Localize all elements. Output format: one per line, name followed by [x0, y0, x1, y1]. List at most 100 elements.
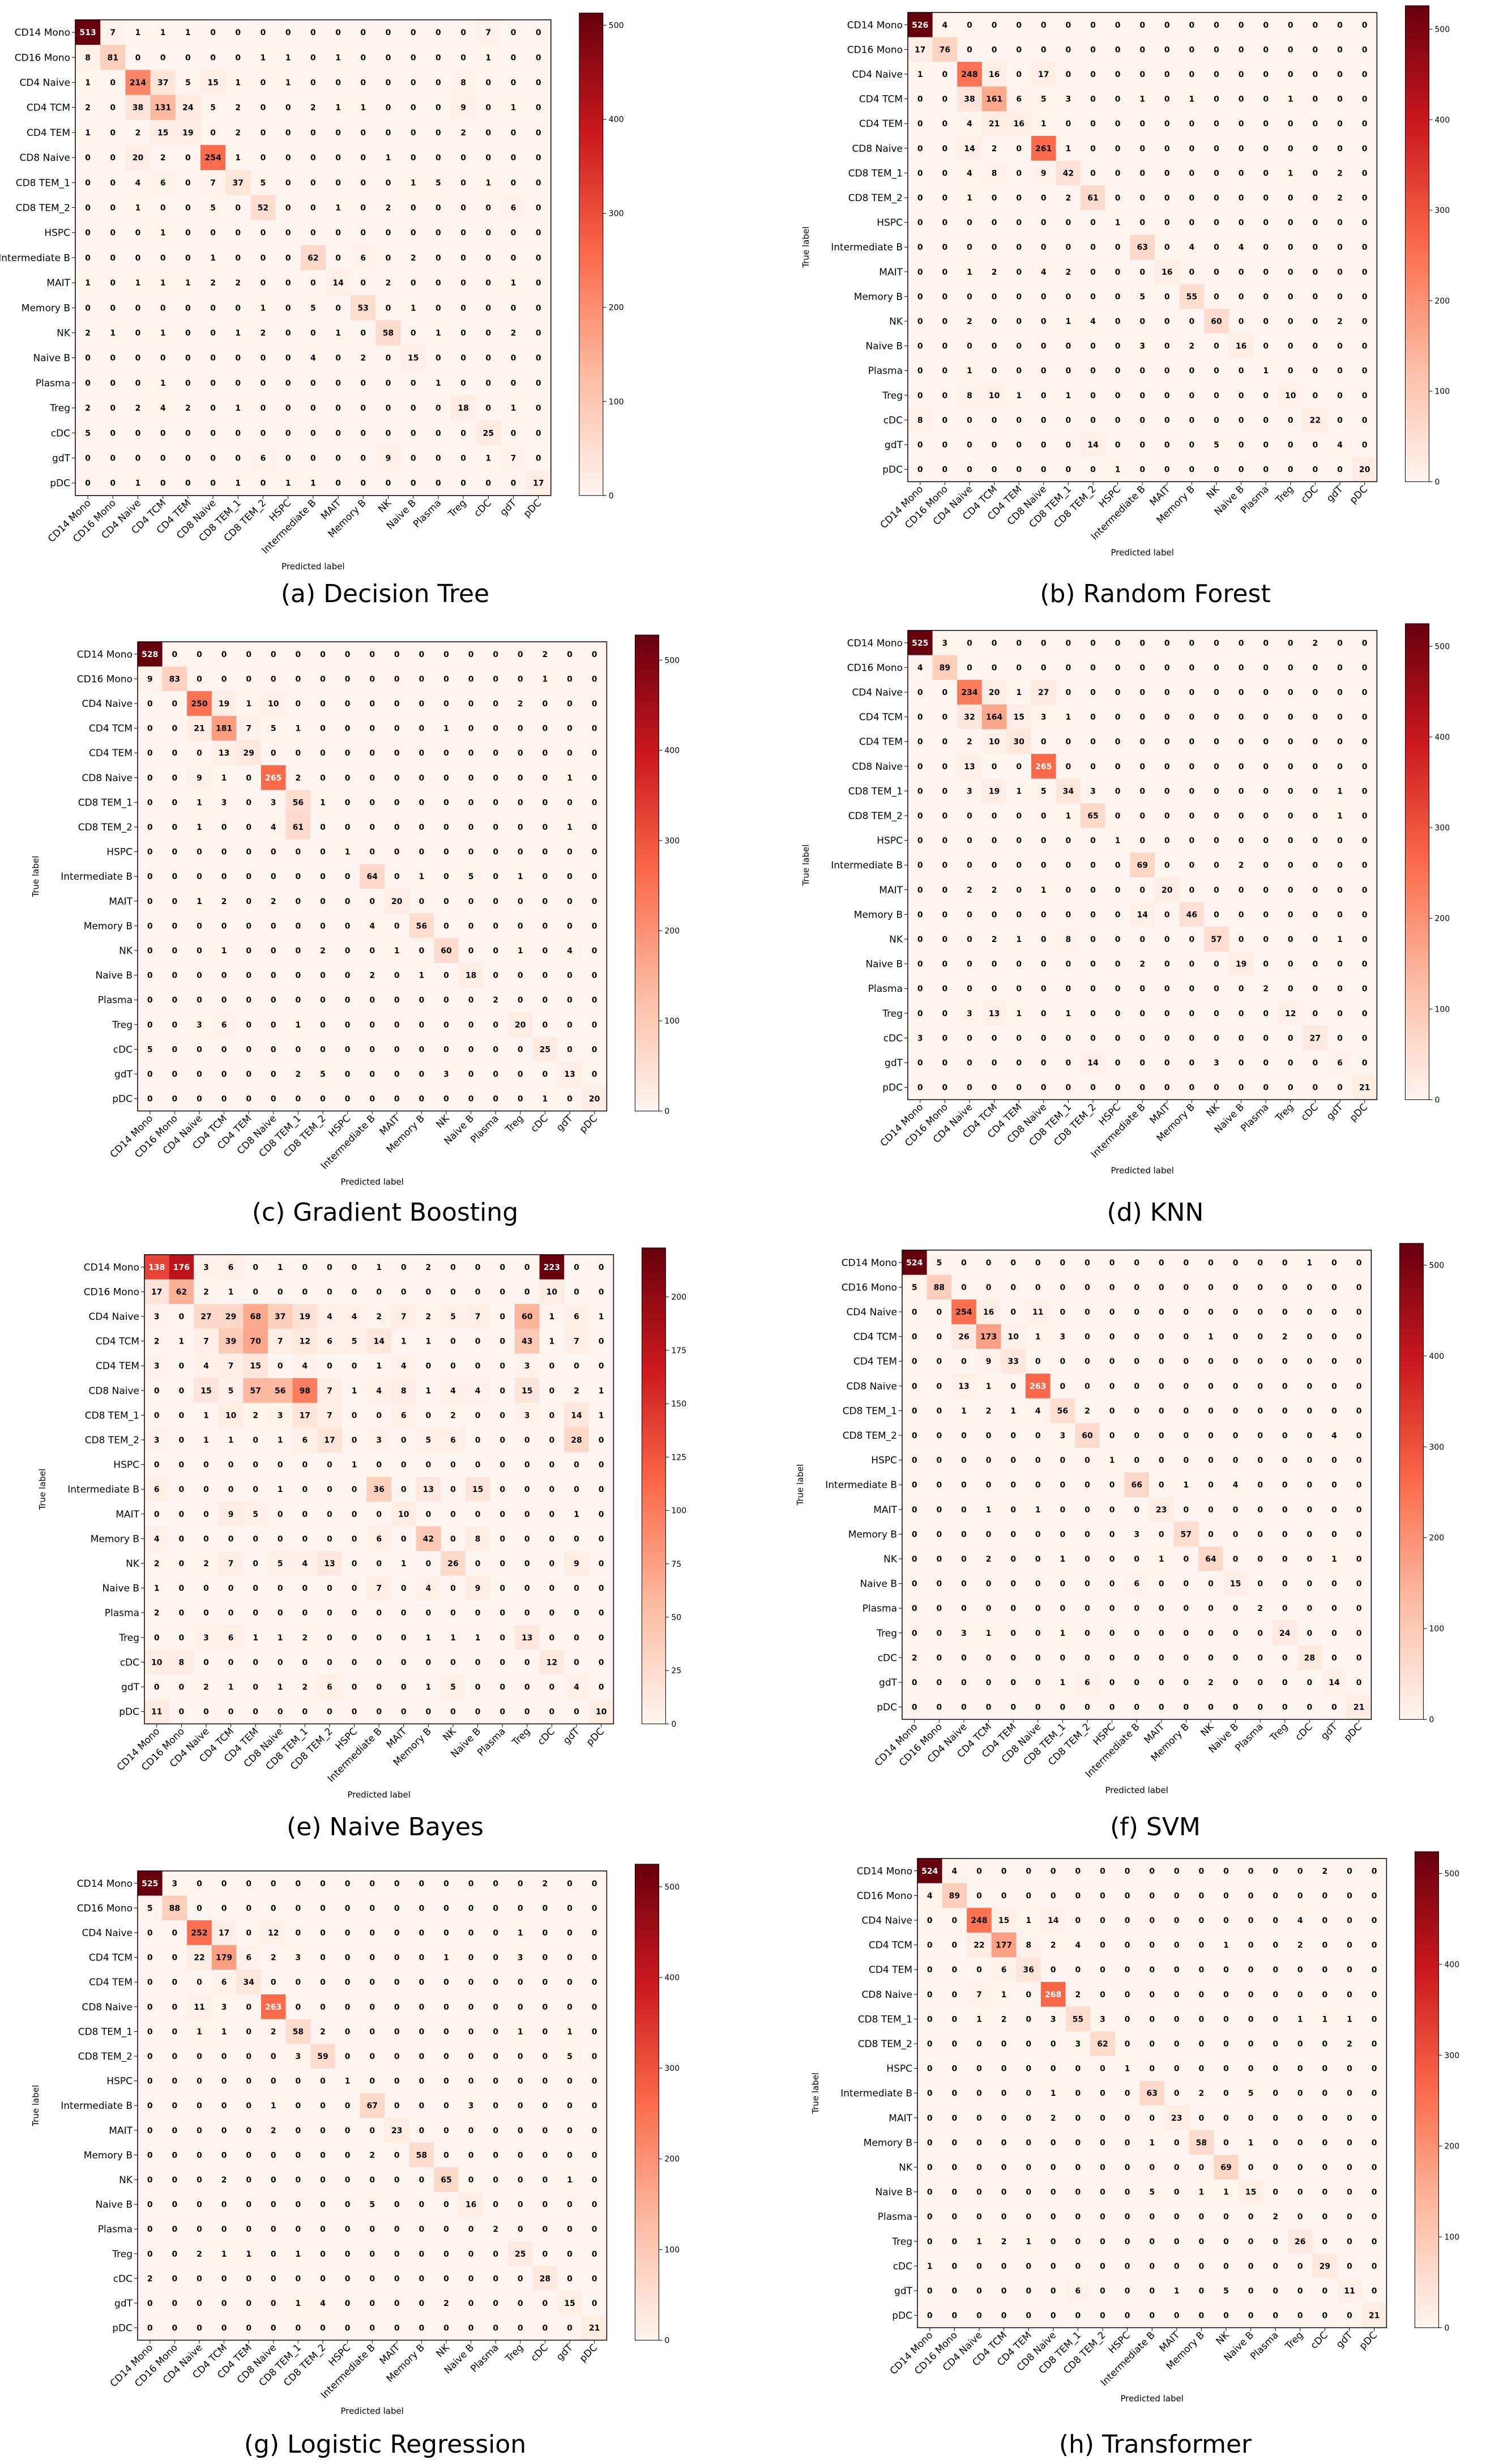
cell-value: 181 — [216, 724, 232, 734]
cell-value: 0 — [320, 724, 326, 734]
cell-value: 0 — [992, 342, 997, 351]
cell-value: 0 — [967, 812, 972, 821]
matrix-cell — [526, 445, 552, 471]
cell-value: 16 — [1162, 268, 1172, 277]
cell-value: 0 — [1337, 861, 1343, 870]
cell-value: 1 — [285, 79, 291, 88]
matrix-cell — [400, 270, 426, 296]
cell-value: 0 — [386, 104, 391, 113]
matrix-cell — [75, 270, 101, 296]
cell-value: 0 — [1164, 935, 1170, 944]
cell-value: 0 — [253, 1436, 258, 1445]
cell-value: 4 — [369, 922, 375, 931]
cell-value: 2 — [253, 1411, 258, 1420]
cell-value: 0 — [394, 922, 400, 931]
cell-value: 0 — [1337, 837, 1343, 846]
cell-value: 0 — [1307, 1481, 1313, 1490]
cell-value: 0 — [320, 922, 326, 931]
cell-value: 0 — [1066, 466, 1071, 475]
cell-value: 0 — [1060, 1604, 1066, 1613]
cell-value: 0 — [986, 1530, 992, 1539]
cell-value: 0 — [1313, 120, 1318, 129]
matrix-cell — [175, 420, 201, 446]
cell-value: 0 — [493, 774, 498, 783]
cell-value: 0 — [1115, 738, 1121, 747]
cell-value: 6 — [511, 204, 516, 213]
cell-value: 0 — [1066, 366, 1071, 376]
cell-value: 0 — [147, 897, 153, 906]
cell-value: 0 — [1066, 1034, 1071, 1043]
cell-value: 88 — [934, 1283, 945, 1292]
cell-value: 0 — [475, 1683, 481, 1692]
colorbar-tick-label: 300 — [1434, 824, 1450, 833]
cell-value: 0 — [1282, 1406, 1288, 1416]
cell-value: 0 — [110, 204, 116, 213]
cell-value: 0 — [1016, 1059, 1022, 1068]
cell-value: 0 — [335, 154, 341, 163]
cell-value: 0 — [1066, 984, 1071, 994]
matrix-cell — [375, 95, 402, 121]
matrix-cell — [451, 45, 476, 70]
matrix-cell — [125, 95, 151, 121]
cell-value: 0 — [360, 279, 366, 288]
cell-value: 0 — [352, 1288, 357, 1297]
matrix-cell — [425, 170, 451, 195]
cell-value: 0 — [277, 1510, 283, 1519]
cell-value: 0 — [1362, 762, 1368, 771]
cell-value: 0 — [401, 1534, 407, 1544]
cell-value: 0 — [411, 53, 416, 62]
matrix-cell — [451, 270, 476, 296]
y-tick-label: pDC — [882, 1082, 903, 1094]
cell-value: 0 — [468, 947, 474, 956]
cell-value: 0 — [435, 53, 441, 62]
cell-value: 0 — [1362, 243, 1368, 252]
matrix-cell — [351, 45, 376, 70]
cell-value: 38 — [964, 95, 975, 104]
cell-value: 0 — [1288, 713, 1293, 722]
cell-value: 0 — [1060, 1308, 1066, 1317]
cell-value: 0 — [485, 379, 491, 388]
cell-value: 0 — [1331, 1406, 1337, 1416]
matrix-cell — [351, 220, 376, 246]
cell-value: 4 — [352, 1312, 357, 1321]
cell-value: 0 — [1189, 688, 1195, 697]
cell-value: 0 — [1139, 219, 1145, 228]
confusion-matrix-panel: 524 5 0 0 0 0 0 0 0 0 0 0 0 0 0 0 1 0 05 88 0 0 0 0 0 0 0 0 0 0 0 0 0 0 0 0… — [795, 1243, 1444, 1841]
cell-value: 1 — [352, 1387, 357, 1396]
matrix-cell — [250, 420, 276, 446]
cell-value: 0 — [185, 53, 191, 62]
cell-value: 0 — [1115, 787, 1121, 796]
cell-value: 0 — [1010, 1678, 1016, 1687]
y-tick-label: CD14 Mono — [77, 649, 133, 660]
y-tick-label: cDC — [883, 415, 903, 426]
cell-value: 0 — [261, 229, 266, 238]
matrix-cell — [400, 195, 426, 221]
cell-value: 6 — [154, 1485, 160, 1494]
cell-value: 1 — [567, 823, 573, 832]
y-tick-label: HSPC — [871, 1455, 897, 1467]
cell-value: 15 — [157, 129, 168, 138]
cell-value: 0 — [961, 1506, 967, 1515]
cell-value: 1 — [197, 897, 202, 906]
cell-value: 0 — [1139, 787, 1145, 796]
cell-value: 0 — [1134, 1629, 1139, 1638]
matrix-cell — [326, 95, 351, 121]
cell-value: 0 — [917, 194, 923, 203]
x-tick-label: pDC — [1348, 1102, 1370, 1124]
cell-value: 0 — [85, 178, 91, 187]
cell-value: 2 — [460, 129, 466, 138]
cell-value: 0 — [1288, 45, 1293, 54]
cell-value: 0 — [1041, 984, 1047, 994]
matrix-cell — [451, 70, 476, 96]
cell-value: 0 — [1239, 1059, 1244, 1068]
cell-value: 0 — [135, 229, 141, 238]
cell-value: 0 — [435, 454, 441, 463]
matrix-cell — [451, 345, 476, 371]
cell-value: 0 — [912, 1431, 917, 1440]
cell-value: 0 — [1189, 960, 1195, 969]
cell-value: 1 — [411, 304, 416, 313]
cell-value: 0 — [1184, 1406, 1189, 1416]
cell-value: 0 — [493, 823, 498, 832]
colorbar-tick-label: 0 — [1429, 1715, 1434, 1724]
cell-value: 0 — [1164, 1059, 1170, 1068]
